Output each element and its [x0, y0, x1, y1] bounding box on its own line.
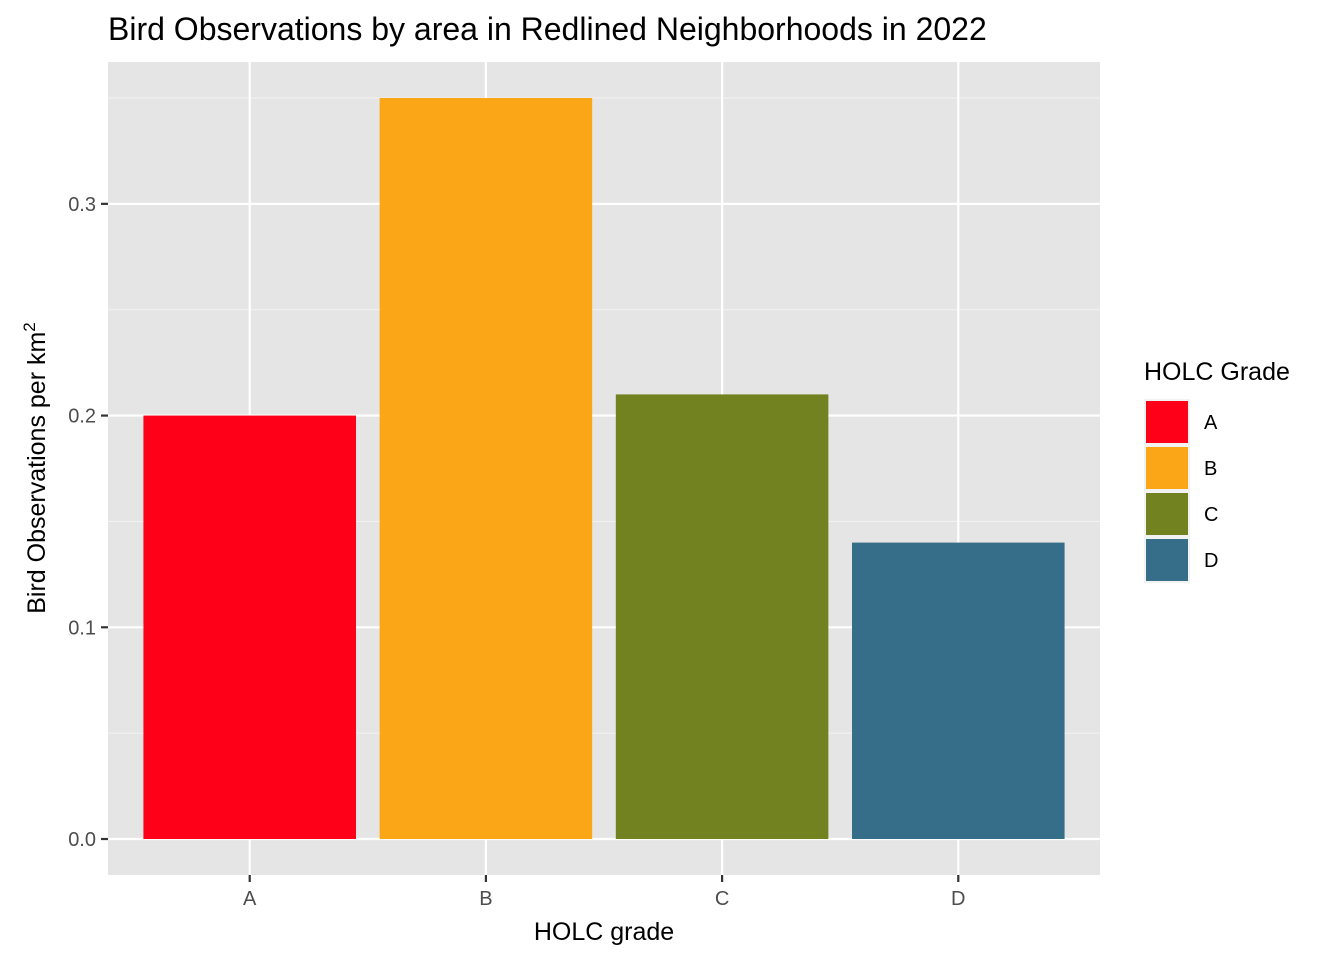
legend-key-a — [1146, 401, 1188, 443]
y-tick-label: 0.3 — [68, 194, 96, 216]
legend: HOLC Grade A B C D — [1144, 358, 1290, 583]
y-axis-title-text: Bird Observations per km — [23, 332, 51, 614]
legend-label: C — [1204, 504, 1218, 526]
legend-label: B — [1204, 458, 1217, 480]
x-tick-label: A — [243, 888, 257, 910]
legend-label: A — [1204, 412, 1218, 434]
legend-title: HOLC Grade — [1144, 358, 1290, 386]
legend-items: A B C D — [1144, 399, 1218, 583]
bar-b — [379, 97, 593, 840]
bar-d — [852, 542, 1065, 840]
x-tick-label: C — [715, 888, 729, 910]
x-axis: A B C D — [243, 875, 966, 910]
y-tick-label: 0.2 — [68, 406, 96, 428]
y-tick-label: 0.1 — [68, 617, 96, 639]
bar-c — [615, 394, 829, 840]
bars-group — [143, 97, 1065, 840]
chart-title: Bird Observations by area in Redlined Ne… — [108, 11, 987, 47]
y-axis: 0.0 0.1 0.2 0.3 — [68, 194, 108, 851]
y-axis-title: Bird Observations per km2 — [20, 322, 51, 614]
x-axis-title: HOLC grade — [534, 918, 674, 946]
x-tick-label: D — [951, 888, 965, 910]
y-tick-label: 0.0 — [68, 829, 96, 851]
bar-a — [143, 415, 356, 840]
legend-key-c — [1146, 493, 1188, 535]
x-tick-label: B — [479, 888, 492, 910]
legend-key-b — [1146, 447, 1188, 489]
legend-label: D — [1204, 550, 1218, 572]
y-axis-title-superscript: 2 — [20, 322, 39, 331]
legend-key-d — [1146, 539, 1188, 581]
